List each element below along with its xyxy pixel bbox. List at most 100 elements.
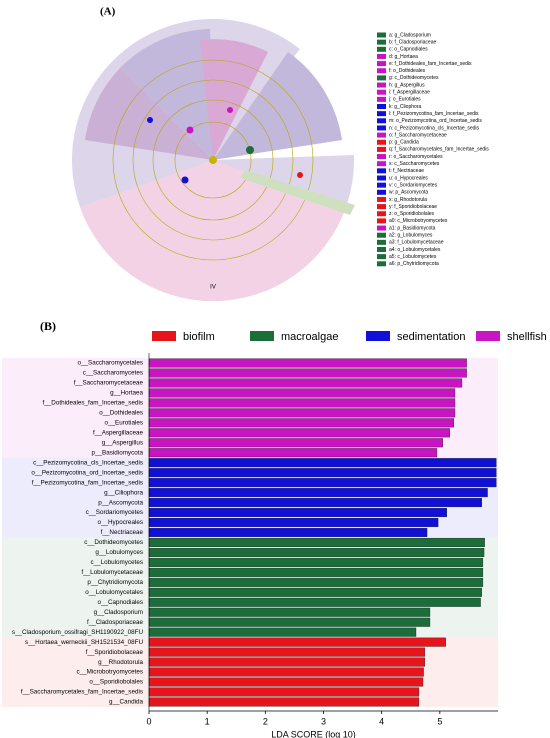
legend-swatch bbox=[377, 53, 386, 59]
bar bbox=[148, 647, 425, 657]
legend-swatch bbox=[377, 225, 386, 231]
bar bbox=[148, 498, 482, 508]
legend-swatch bbox=[377, 132, 386, 138]
legend-swatch bbox=[377, 261, 386, 267]
node bbox=[181, 176, 189, 184]
bar bbox=[148, 537, 485, 547]
legend-swatch bbox=[377, 89, 386, 95]
legend-swatch bbox=[377, 146, 386, 152]
legend-swatch bbox=[377, 32, 386, 38]
y-tick-label: f__Saccharomycetales_fam_Incertae_sedis bbox=[21, 689, 143, 696]
clade-wedge bbox=[85, 68, 213, 160]
y-tick-label: g__Ciliophora bbox=[104, 489, 143, 496]
y-tick-label: g__Rhodotorula bbox=[98, 659, 143, 666]
root-node bbox=[209, 156, 217, 164]
legend-swatch bbox=[377, 139, 386, 145]
legend-swatch bbox=[377, 82, 386, 88]
legend-label: x: g_Rhodotorula bbox=[389, 197, 427, 203]
legend-swatch bbox=[377, 154, 386, 160]
legend-label: p: g_Candida bbox=[389, 140, 419, 146]
legend-swatch bbox=[377, 125, 386, 131]
clade-wedge bbox=[80, 160, 346, 302]
y-tick-label: g__Aspergillus bbox=[102, 439, 143, 446]
legend-swatch bbox=[377, 68, 386, 74]
legend-swatch bbox=[377, 247, 386, 252]
legend-swatch bbox=[377, 46, 386, 52]
legend-swatch bbox=[377, 182, 386, 188]
legend-swatch bbox=[377, 118, 386, 124]
bar bbox=[148, 398, 456, 408]
bar bbox=[148, 408, 456, 418]
node bbox=[297, 172, 303, 178]
legend-label: a4: o_Lobulomycetales bbox=[389, 247, 441, 253]
node bbox=[246, 146, 254, 154]
clade-wedge bbox=[213, 52, 342, 160]
legend-label: o: f_Saccharomycetaceae bbox=[389, 132, 447, 138]
y-tick-label: o__Eurotiales bbox=[104, 419, 143, 426]
x-tick-label: 4 bbox=[379, 716, 384, 726]
legend-label: e: f_Dothideales_fam_Incertae_sedis bbox=[389, 61, 472, 67]
legend-swatch bbox=[377, 254, 386, 260]
bar bbox=[148, 587, 482, 597]
y-tick-label: o__Pezizomycotina_ord_Incertae_sedis bbox=[31, 469, 143, 476]
bar bbox=[148, 617, 431, 627]
y-tick-label: f__Pezizomycotina_fam_Incertae_sedis bbox=[32, 479, 143, 486]
bar bbox=[148, 557, 484, 567]
y-tick-label: f__Nectriaceae bbox=[101, 529, 144, 536]
legend-swatch bbox=[377, 204, 386, 210]
legend-label: l: f_Pezizomycotina_fam_Incertae_sedis bbox=[389, 111, 479, 117]
bar bbox=[148, 567, 484, 577]
x-tick-label: 5 bbox=[437, 716, 442, 726]
x-axis-title: LDA SCORE (log 10) bbox=[271, 729, 356, 738]
legend-swatch bbox=[377, 196, 386, 202]
legend-swatch bbox=[377, 168, 386, 174]
panel-b: (B) biofilm macroalgae sedimentation shellf… bbox=[2, 319, 547, 738]
legend-swatch bbox=[377, 61, 386, 67]
node bbox=[186, 126, 194, 134]
legend-label: macroalgae bbox=[281, 331, 338, 343]
bar bbox=[148, 687, 420, 697]
legend-swatch bbox=[377, 161, 386, 167]
legend-swatch bbox=[377, 232, 386, 238]
legend-label: t: f_Nectriaceae bbox=[389, 168, 424, 174]
y-tick-label: f__Dothideales_fam_Incertae_sedis bbox=[43, 400, 143, 407]
ring bbox=[174, 121, 252, 199]
y-tick-label: o__Saccharomycetales bbox=[78, 360, 143, 367]
legend-label: j: o_Eurotiales bbox=[388, 97, 421, 103]
legend-label: f: o_Dothideales bbox=[389, 68, 426, 74]
legend-label: z: o_Sporidiobolales bbox=[389, 211, 435, 217]
legend-label: u: o_Hypocreales bbox=[389, 175, 428, 181]
bar bbox=[148, 478, 497, 488]
y-tick-label: g__Lobulomyces bbox=[95, 549, 143, 556]
plot: biofilm macroalgae sedimentation shellfish o… bbox=[12, 331, 547, 738]
y-tick-label: s__Cladosporium_ossifragi_SH1190922_08FU bbox=[12, 629, 144, 636]
legend-label: shellfish bbox=[507, 331, 547, 343]
legend-label: g: c_Dothideomycetes bbox=[389, 75, 439, 81]
panel-label: (B) bbox=[40, 319, 56, 333]
clade-wedge bbox=[240, 170, 355, 215]
bar bbox=[148, 577, 484, 587]
bar bbox=[148, 358, 467, 368]
node bbox=[227, 107, 233, 113]
ring bbox=[112, 59, 314, 261]
x-tick-label: 0 bbox=[146, 716, 151, 726]
legend-label: a2: g_Lobulomyces bbox=[389, 233, 433, 239]
y-tick-label: p__Chytridiomycota bbox=[87, 579, 143, 586]
y-tick-label: o__Capnodiales bbox=[97, 599, 143, 606]
legend-swatch bbox=[250, 331, 274, 341]
y-tick-label: c__Saccharomycetes bbox=[83, 370, 143, 377]
legend-swatch bbox=[377, 189, 386, 195]
y-tick-label: p__Ascomycota bbox=[98, 499, 143, 506]
legend-label: a0: c_Microbotryomycetes bbox=[389, 218, 448, 224]
panel-label: (A) bbox=[100, 6, 116, 18]
y-tick-label: c__Pezizomycotina_cls_Incertae_sedis bbox=[33, 459, 143, 466]
bar bbox=[148, 418, 454, 428]
y-tick-label: c__Microbotryomycetes bbox=[77, 669, 144, 676]
legend-label: a: g_Cladosporium bbox=[389, 32, 431, 38]
legend-label: i: f_Aspergillaceae bbox=[389, 90, 430, 96]
legend-label: a1: p_Basidiomycota bbox=[389, 225, 436, 231]
clade-wedge bbox=[200, 39, 268, 160]
legend-label: w: p_Ascomycota bbox=[389, 190, 428, 196]
